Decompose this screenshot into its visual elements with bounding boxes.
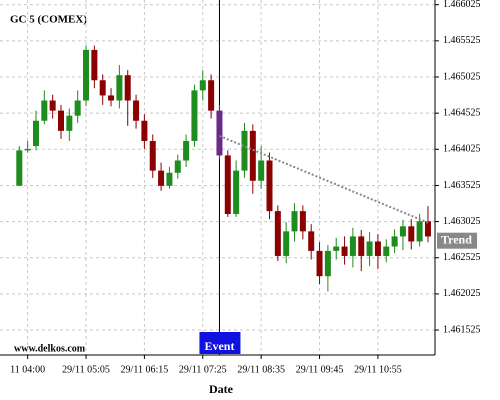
candle-body [249,130,256,181]
x-tick-label: 29/11 06:15 [121,364,169,375]
candle-body [341,246,348,256]
candle-body [399,226,406,237]
trend-label: Trend [441,232,472,246]
candle-body [191,90,198,141]
candle-body [58,110,64,131]
y-tick-label: 1.465025 [443,71,481,82]
y-tick-label: 1.461525 [443,324,481,335]
trend-line [219,135,429,224]
x-tick-label: 29/11 10:55 [354,364,402,375]
y-tick-label: 1.464525 [443,107,481,118]
chart-title: GC 5 (COMEX) [10,14,87,26]
candle-body [391,236,398,247]
y-tick-label: 1.466025 [443,0,481,10]
x-axis-title: Date [209,382,234,396]
candle-body [83,49,90,101]
candle-body [41,100,48,121]
candle-body [416,221,423,242]
candle-body [32,120,39,147]
event-label-box [199,332,241,354]
y-tick-label: 1.463025 [443,216,481,227]
candle-body [66,115,73,131]
y-tick-label: 1.462025 [443,288,481,299]
candle-body [316,250,323,277]
candle-body [224,155,231,215]
candle-body [99,80,106,96]
event-label: Event [204,339,234,353]
candle-body [149,140,156,171]
y-tick-label: 1.462525 [443,252,481,263]
candle-body [141,120,148,141]
candle-body [283,231,290,256]
candle-body [216,110,223,156]
candle-body [291,211,298,232]
candle-body [74,100,81,116]
candle-body [241,130,248,171]
source-label: www.delkos.com [14,343,86,354]
x-tick-label: 29/11 08:35 [237,364,285,375]
candle-body [424,221,431,237]
candle-body [333,246,340,251]
candle-body [349,236,356,256]
candle-body [366,241,373,256]
y-tick-label: 1.465525 [443,35,481,46]
x-tick-label: 29/11 09:45 [296,364,344,375]
candle-body [133,100,140,121]
y-tick-label: 1.464025 [443,144,481,155]
candle-body [116,75,123,101]
x-tick-label: 29/11 07:25 [179,364,227,375]
candle-body [199,80,206,91]
candle-body [374,241,381,256]
candle-body [258,160,265,181]
candle-body [24,148,31,151]
candle-body [308,231,315,251]
candle-body [166,172,173,186]
candle-body [324,250,331,277]
candle-body [383,246,390,256]
candle-body [299,211,306,232]
candle-body [16,150,23,186]
candle-body [358,236,365,256]
candle-body [124,75,131,101]
trend-label-box [437,232,477,249]
candle-body [274,211,281,256]
candle-body [408,226,415,242]
candle-body [183,140,190,161]
candle-body [174,160,181,173]
candle-body [266,160,273,212]
x-tick-label: 11 04:00 [10,364,45,375]
candle-body [158,170,165,186]
candle-body [49,100,56,111]
candle-body [91,49,98,81]
x-tick-label: 29/11 05:05 [62,364,110,375]
candle-body [108,95,115,101]
y-tick-label: 1.463525 [443,180,481,191]
candle-body [208,80,215,111]
candle-body [233,170,240,215]
